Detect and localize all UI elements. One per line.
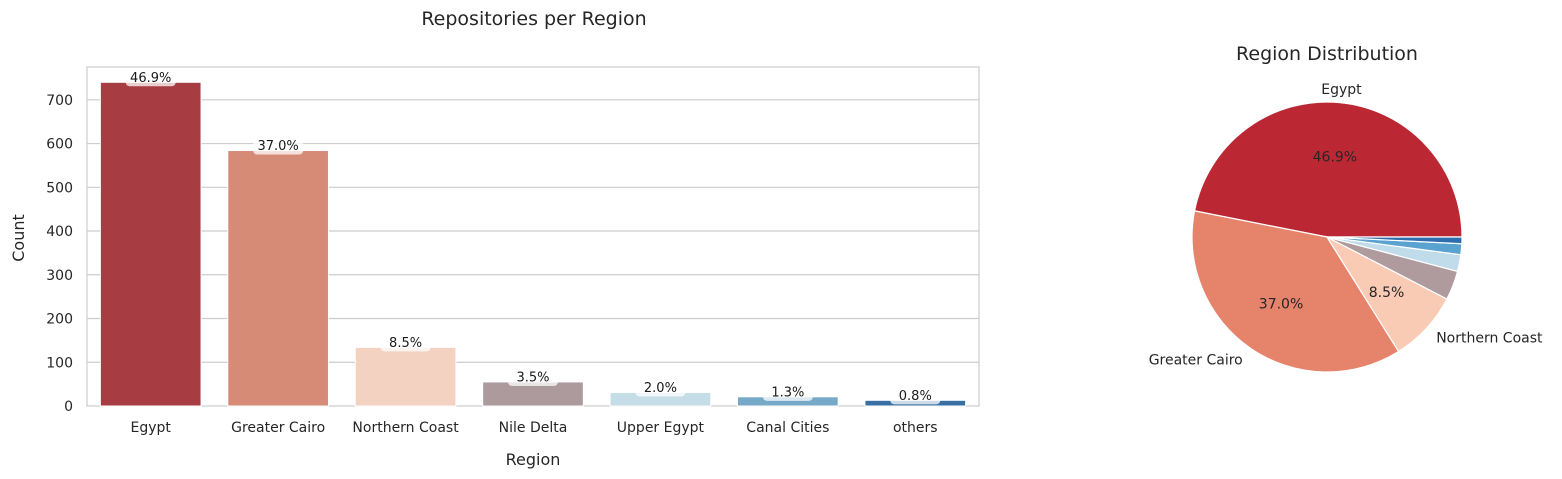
bar-data-label: 46.9% [130, 71, 171, 86]
bar-x-tick-label: Nile Delta [499, 420, 568, 436]
pie-slice-label: Egypt [1321, 82, 1362, 98]
bar-y-tick-label: 200 [46, 312, 73, 328]
pie-slice [1193, 101, 1463, 238]
bar-data-label-group: 1.3% [762, 383, 813, 401]
bar [482, 381, 584, 407]
bar-chart: Repositories per Region 0 100 200 300 400 500… [9, 8, 980, 469]
bar-data-label: 1.3% [771, 385, 804, 400]
bar-data-label-group: 2.0% [635, 379, 686, 397]
bar [99, 81, 202, 407]
bar-data-label-box [635, 379, 686, 397]
pie-labels: Egypt 46.9% Greater Cairo 37.0% Northern Coa… [1149, 82, 1543, 368]
bar-y-tick-label: 500 [46, 180, 73, 196]
bar-x-tick-label: others [893, 420, 938, 436]
bar-data-label: 37.0% [257, 139, 298, 154]
bar-data-label-box [125, 69, 176, 87]
pie-percent-label: 46.9% [1313, 149, 1357, 165]
bar-data-label-box [380, 334, 431, 352]
bar-data-label-box [508, 368, 558, 386]
bar-data-labels: 46.9% 37.0% 8.5% 3.5% 2.0% 1.3% 0.8% [125, 69, 941, 405]
bar-chart-title: Repositories per Region [421, 8, 646, 30]
pie-slice [1191, 210, 1400, 373]
bar-y-tick-label: 0 [64, 399, 73, 415]
bar-data-label-group: 0.8% [890, 387, 941, 405]
pie-slice-label: Greater Cairo [1149, 352, 1243, 368]
bar-x-tick-label: Canal Cities [746, 420, 829, 436]
bar-data-label-box [253, 137, 304, 155]
bar-data-label-box [762, 383, 813, 401]
bar-data-label-group: 3.5% [508, 368, 558, 386]
bar-x-axis-label: Region [506, 450, 561, 469]
bar [227, 150, 329, 407]
bar-series [99, 81, 967, 407]
bar-x-tick-label: Greater Cairo [231, 420, 325, 436]
bar-data-label: 3.5% [516, 370, 549, 385]
bar-data-label: 8.5% [389, 336, 422, 351]
pie-percent-label: 37.0% [1259, 297, 1303, 313]
bar-y-tick-label: 300 [46, 268, 73, 284]
pie-slice [1326, 236, 1463, 245]
bar-data-label-group: 46.9% [125, 69, 176, 87]
bar-data-label-box [890, 387, 941, 405]
bar [354, 346, 457, 407]
pie-percent-label: 8.5% [1369, 285, 1405, 301]
bar-y-tick-label: 600 [46, 137, 73, 153]
bar-x-tick-label: Northern Coast [352, 420, 459, 436]
bar-y-tick-label: 100 [46, 355, 73, 371]
pie-chart: Region Distribution Egypt 46.9% Greater Ca… [1149, 43, 1543, 373]
bar-data-label: 2.0% [644, 381, 677, 396]
bar-data-label-group: 8.5% [380, 334, 431, 352]
bar-data-label-group: 37.0% [253, 137, 304, 155]
bar-x-tick-label: Egypt [131, 420, 172, 436]
pie-slice-label: Northern Coast [1436, 331, 1543, 347]
bar-y-axis-label: Count [9, 214, 28, 262]
bar-data-label: 0.8% [899, 389, 932, 404]
bar-y-tick-label: 700 [46, 93, 73, 109]
bar-plot-area [86, 66, 980, 407]
bar-y-tick-label: 400 [46, 224, 73, 240]
bar-x-tick-label: Upper Egypt [617, 420, 705, 436]
pie-chart-title: Region Distribution [1236, 43, 1418, 65]
pie-slices [1191, 101, 1463, 373]
bar-x-ticks: Egypt Greater Cairo Northern Coast Nile Del… [131, 420, 938, 436]
bar-y-ticks: 0 100 200 300 400 500 600 700 [46, 93, 73, 415]
